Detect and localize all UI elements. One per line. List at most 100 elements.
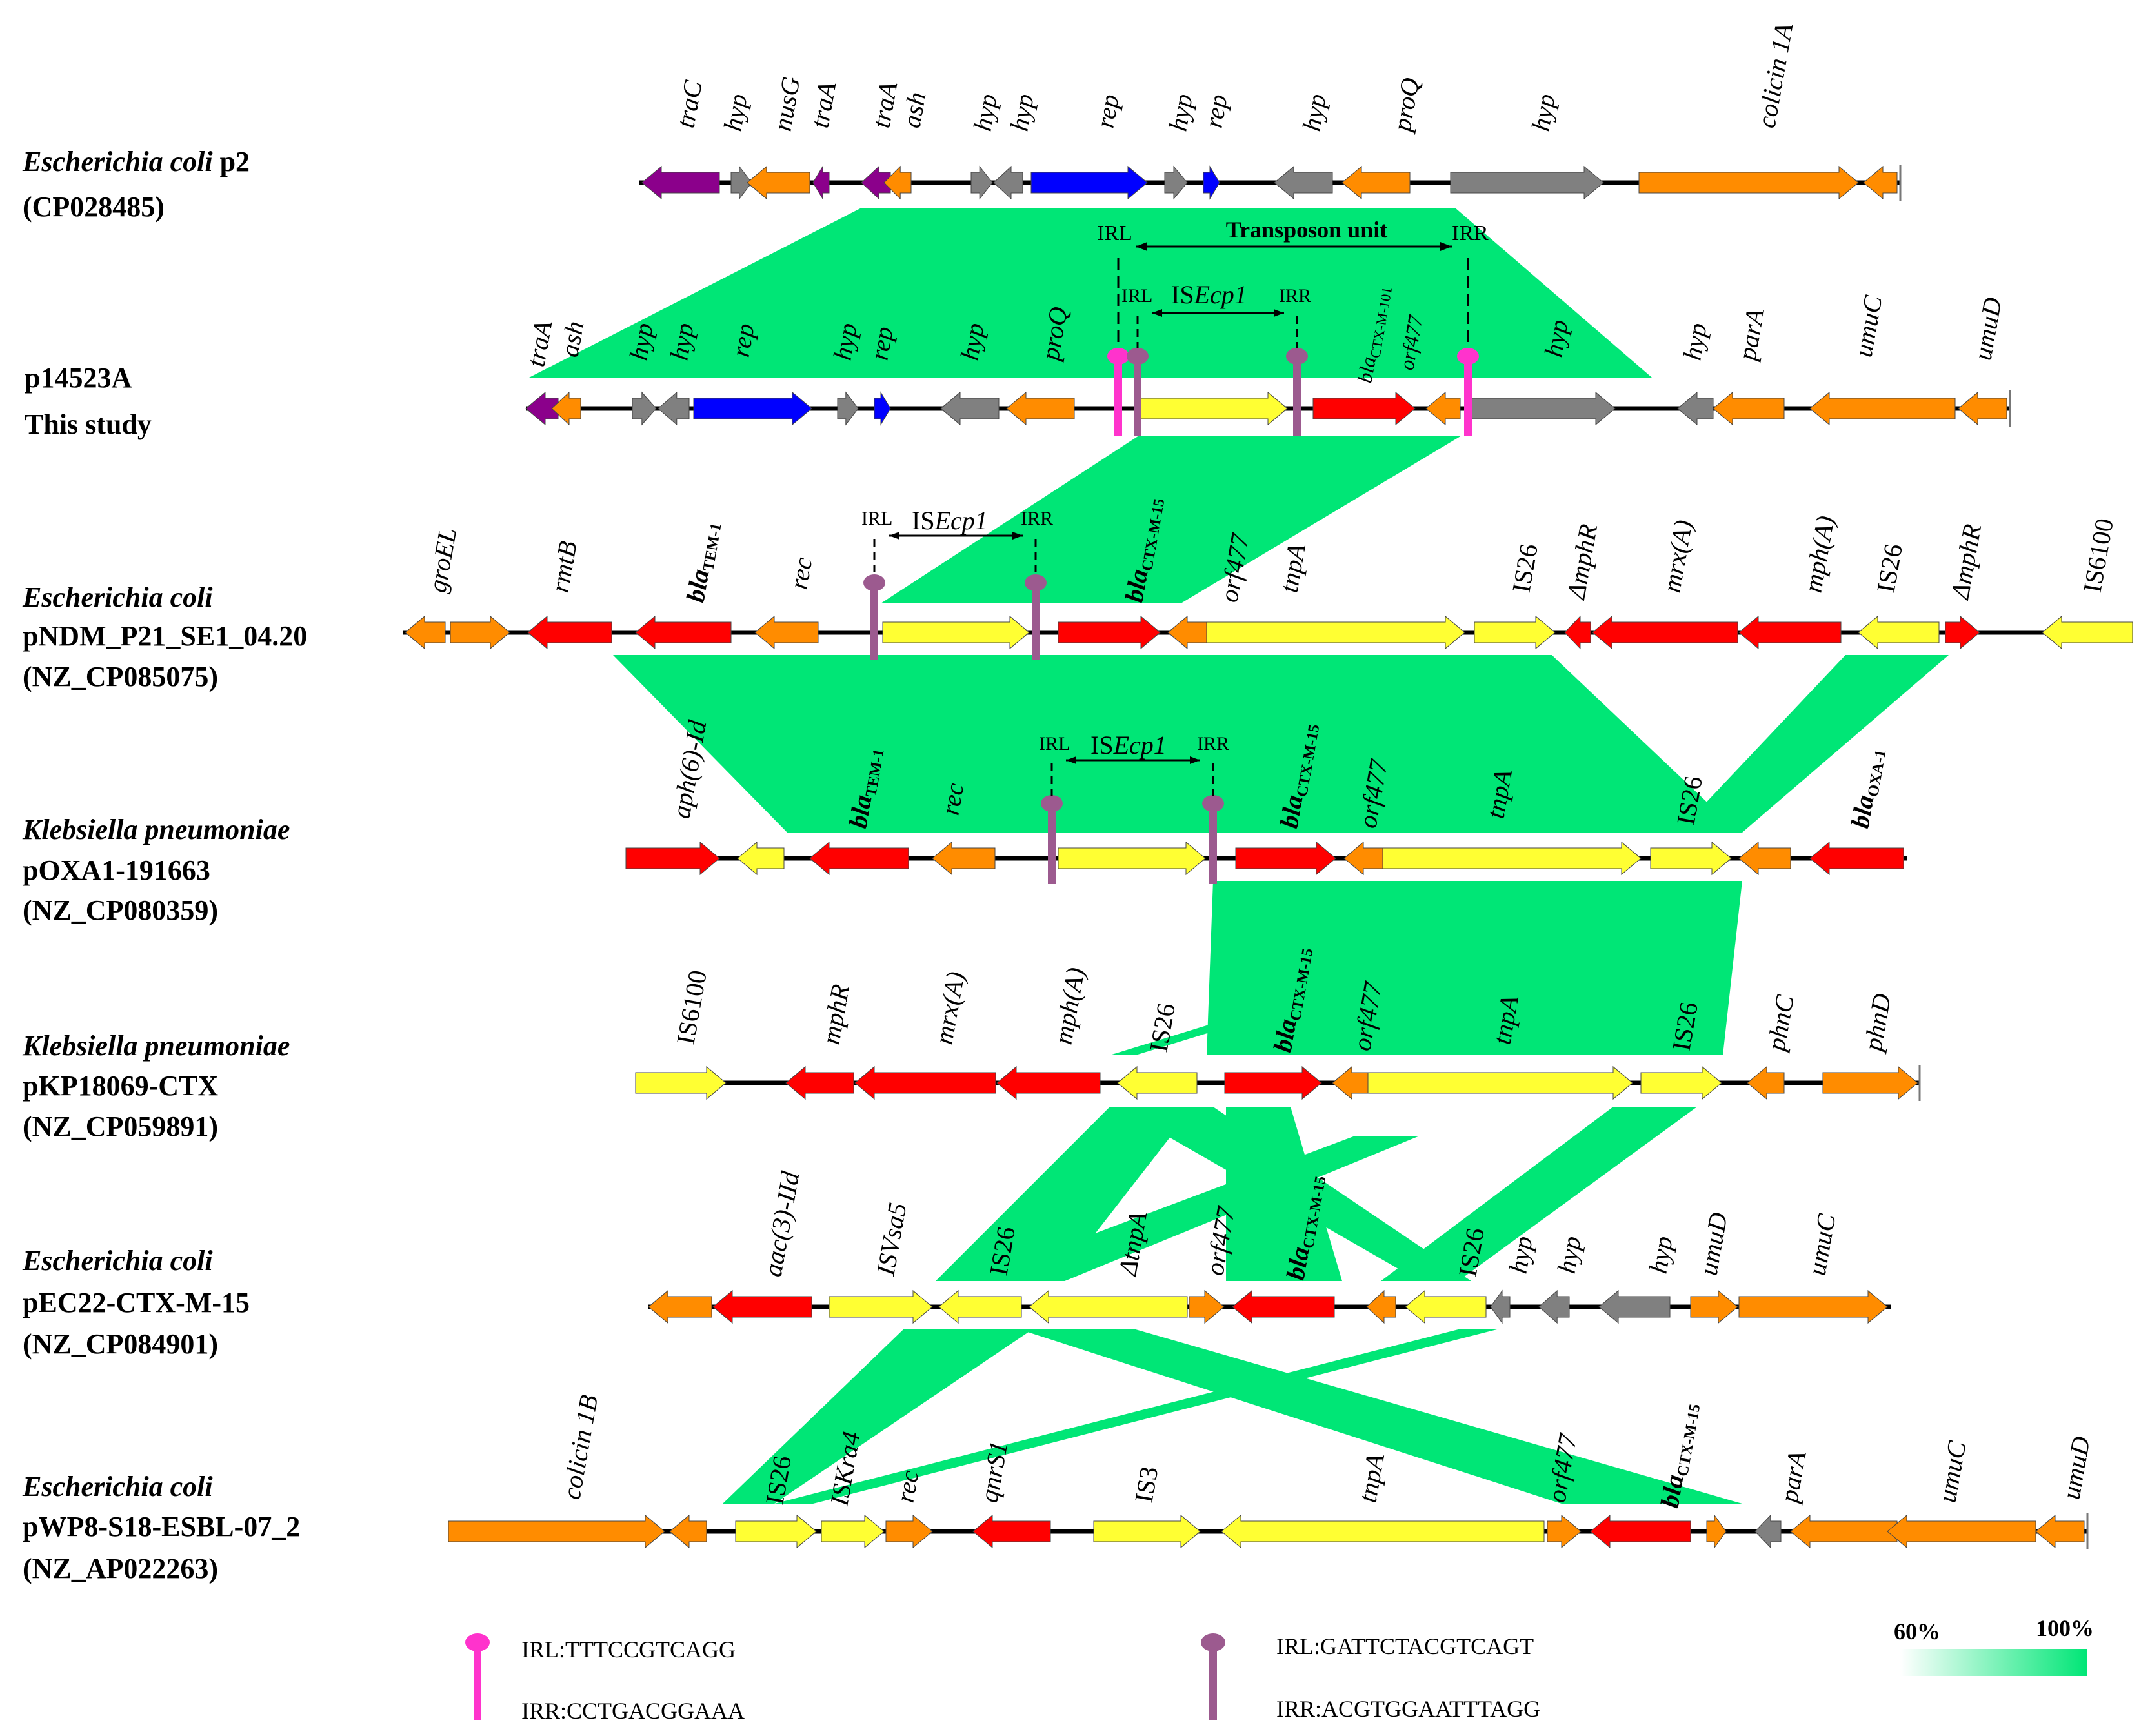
scale-low-label: 60% xyxy=(1894,1619,1940,1644)
homology-block-t3-t4-a xyxy=(613,655,1739,833)
gene-label: IS3 xyxy=(1129,1464,1164,1505)
gene-label-bla-tem1: blaTEM-1 xyxy=(681,520,725,605)
irl-label: IRL xyxy=(1097,221,1132,245)
gene-arrow xyxy=(625,841,720,876)
gene-arrow xyxy=(1030,165,1148,200)
gene-label: traC xyxy=(671,77,708,130)
gene-arrow xyxy=(527,615,612,650)
gene-labels-t1: traC hyp nusG traA traA ash hyp hyp rep … xyxy=(671,21,1799,135)
gene-arrow xyxy=(551,391,581,426)
gene-label: mrx(A) xyxy=(929,969,970,1046)
gene-label-bla-oxa1: blaOXA-1 xyxy=(1845,746,1890,831)
gene-arrow xyxy=(405,615,446,650)
gene-label: aph(6)-Id xyxy=(667,718,712,821)
gene-arrow xyxy=(1638,165,1859,200)
gene-arrow xyxy=(1809,841,1904,876)
legend-pink-irr: IRR:CCTGACGGAAA xyxy=(521,1698,745,1724)
gene-arrows xyxy=(405,165,2133,1549)
mauve-pin-irr-t4 xyxy=(1202,795,1224,884)
gene-label: traA xyxy=(805,79,842,130)
gene-arrow xyxy=(1564,615,1591,650)
gene-label: ΔmphR xyxy=(1945,522,1987,603)
track-6-species: Escherichia coli xyxy=(22,1245,213,1277)
homology-block-t6-t7-b xyxy=(1020,1329,1742,1504)
irr-label: IRR xyxy=(1452,221,1489,245)
gene-label: colicin 1A xyxy=(1752,21,1799,130)
gene-label: hyp xyxy=(1526,92,1561,134)
gene-label: IS6100 xyxy=(671,968,712,1047)
gene-arrow xyxy=(1312,391,1416,426)
gene-arrow xyxy=(1203,165,1220,200)
gene-label: tnpA xyxy=(1353,1451,1391,1505)
gene-arrow xyxy=(1706,1514,1727,1549)
gene-arrow xyxy=(785,1065,854,1100)
gene-arrow xyxy=(970,165,993,200)
homology-block-t5-t6-a xyxy=(936,1107,1194,1281)
gene-label: phnD xyxy=(1858,991,1896,1055)
gene-arrow xyxy=(1138,391,1288,426)
track-4-plasmid: pOXA1-191663 xyxy=(23,854,210,886)
mauve-pin-irl-t3 xyxy=(863,574,885,660)
legend-pink-irl: IRL:TTTCCGTCAGG xyxy=(521,1637,736,1662)
gene-arrow xyxy=(632,391,657,426)
irl-label: IRL xyxy=(861,508,892,529)
gene-arrow xyxy=(1592,615,1738,650)
irl-label: IRL xyxy=(1121,285,1152,307)
gene-arrow xyxy=(993,165,1023,200)
gene-arrow xyxy=(1790,1514,1898,1549)
track-7-plasmid: pWP8-S18-ESBL-07_2 xyxy=(23,1511,300,1542)
gene-arrow xyxy=(1167,615,1207,650)
gene-arrow xyxy=(1474,615,1556,650)
gene-arrow xyxy=(1206,615,1465,650)
gene-arrow xyxy=(1650,841,1732,876)
gene-arrow xyxy=(1677,391,1714,426)
gene-arrow xyxy=(1189,1289,1225,1324)
gene-label: umuC xyxy=(1802,1211,1842,1277)
gene-label: hyp xyxy=(1552,1234,1587,1276)
gene-arrow xyxy=(1640,1065,1722,1100)
gene-arrow xyxy=(712,1289,812,1324)
homology-block-t5-t6-c xyxy=(1226,1107,1342,1281)
gene-arrow xyxy=(2035,1514,2085,1549)
mauve-pin-irr-t3 xyxy=(1025,574,1047,660)
gene-arrow xyxy=(996,1065,1101,1100)
gene-arrow xyxy=(450,615,510,650)
track-5-accession: (NZ_CP059891) xyxy=(23,1111,218,1142)
gene-arrow xyxy=(883,165,912,200)
gene-label: proQ xyxy=(1387,76,1425,136)
gene-arrow xyxy=(1490,1289,1511,1324)
gene-arrow xyxy=(641,165,720,200)
gene-label: aac(3)-IId xyxy=(758,1169,805,1279)
gene-arrow xyxy=(1590,1514,1691,1549)
gene-label: phnC xyxy=(1761,992,1800,1055)
gene-arrow xyxy=(938,1289,1022,1324)
gene-label: IS26 xyxy=(1507,541,1543,594)
track-5-plasmid: pKP18069-CTX xyxy=(23,1070,218,1102)
gene-arrow xyxy=(2042,615,2133,650)
gene-arrow xyxy=(1366,1289,1396,1324)
gene-label: hyp xyxy=(1678,321,1713,363)
homology-block-t5-t6-e xyxy=(968,1136,1420,1281)
gene-label: traA xyxy=(521,318,558,368)
gene-arrow xyxy=(837,391,859,426)
irr-label: IRR xyxy=(1279,285,1311,307)
gene-arrow xyxy=(885,1514,933,1549)
transposon-unit-label: Transposon unit xyxy=(1226,217,1387,243)
irl-label: IRL xyxy=(1039,733,1070,754)
gene-arrow xyxy=(1117,1065,1198,1100)
gene-arrow xyxy=(1738,615,1842,650)
gene-label: tnpA xyxy=(1274,541,1312,595)
gene-arrow xyxy=(1232,1289,1335,1324)
gene-label-bla-tem1: blaTEM-1 xyxy=(843,745,888,831)
gene-label: colicin 1B xyxy=(557,1393,604,1502)
gene-arrow xyxy=(874,391,891,426)
gene-arrow xyxy=(812,165,830,200)
gene-arrow xyxy=(1754,1514,1782,1549)
gene-arrow xyxy=(448,1514,665,1549)
gene-arrow xyxy=(1343,841,1383,876)
gene-arrow xyxy=(1367,1065,1633,1100)
gene-label: umuD xyxy=(2056,1434,2096,1501)
gene-arrow xyxy=(1164,165,1188,200)
gene-label: rep xyxy=(1199,92,1233,130)
